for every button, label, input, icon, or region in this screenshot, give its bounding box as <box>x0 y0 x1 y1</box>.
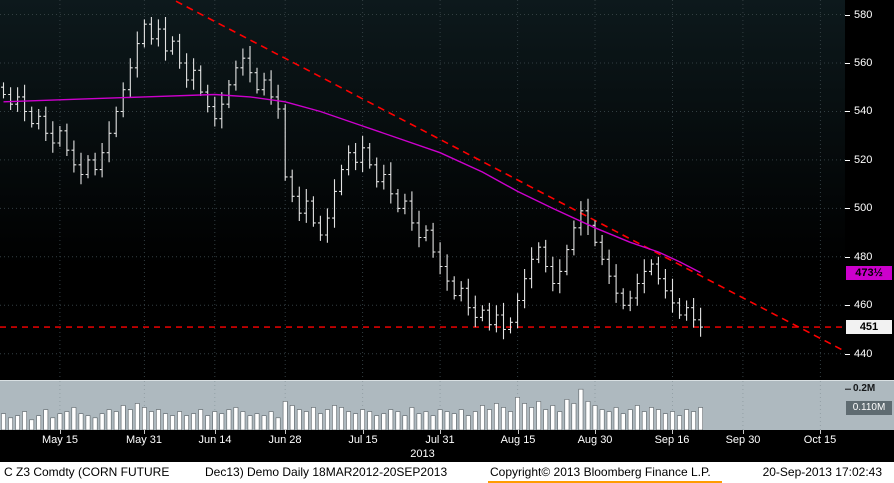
date-tick-mark <box>144 430 145 434</box>
date-tick-mark <box>743 430 744 434</box>
date-tick-label: Aug 30 <box>577 434 613 446</box>
price-tick-label: 480 <box>854 251 873 263</box>
price-axis: 580 560 540 520 500 480 460 440 <box>845 0 894 380</box>
date-tick-label: May 15 <box>41 434 79 446</box>
price-tick-mark <box>845 160 850 161</box>
date-tick-mark <box>285 430 286 434</box>
volume-panel[interactable]: 0.2M 0.110M <box>0 380 894 430</box>
price-tick-label: 440 <box>854 348 873 360</box>
date-tick-mark <box>672 430 673 434</box>
price-tick-mark <box>845 111 850 112</box>
date-tick-mark <box>60 430 61 434</box>
date-axis: May 15 May 31 Jun 14 Jun 28 Jul 15 Jul 31 Aug … <box>0 430 894 462</box>
price-tick-label: 500 <box>854 202 873 214</box>
date-tick-label: Jul 15 <box>348 434 378 446</box>
date-tick-mark <box>363 430 364 434</box>
ohlc-chart[interactable] <box>0 0 845 380</box>
date-tick-label: Jun 14 <box>198 434 232 446</box>
price-tick-label: 560 <box>854 57 873 69</box>
price-tick-label: 520 <box>854 154 873 166</box>
price-chart-panel[interactable]: 580 560 540 520 500 480 460 440 473½ 451 <box>0 0 894 380</box>
copyright-label: Copyright© 2013 Bloomberg Finance L.P. <box>490 465 711 479</box>
highlight-underline <box>488 481 722 483</box>
date-tick-label: Jul 31 <box>425 434 455 446</box>
datetime-label: 20-Sep-2013 17:02:43 <box>762 465 882 479</box>
price-tick-mark <box>845 63 850 64</box>
price-tick-mark <box>845 305 850 306</box>
contract-period-label: Dec13) Demo Daily 18MAR2012-20SEP2013 <box>205 465 448 479</box>
date-tick-label: Sep 30 <box>725 434 761 446</box>
date-tick-label: Oct 15 <box>803 434 837 446</box>
price-tick-label: 540 <box>854 105 873 117</box>
price-tick-mark <box>845 208 850 209</box>
date-tick-mark <box>215 430 216 434</box>
year-label: 2013 <box>410 448 435 460</box>
moving-average-price-badge: 473½ <box>846 266 892 280</box>
date-tick-mark <box>595 430 596 434</box>
price-tick-mark <box>845 15 850 16</box>
price-tick-label: 460 <box>854 299 873 311</box>
volume-last-badge: 0.110M <box>846 401 892 415</box>
status-bar: C Z3 Comdty (CORN FUTURE Dec13) Demo Dai… <box>0 462 894 483</box>
price-tick-mark <box>845 354 850 355</box>
date-tick-label: May 31 <box>125 434 163 446</box>
date-tick-label: Jun 28 <box>268 434 302 446</box>
date-tick-mark <box>518 430 519 434</box>
price-tick-mark <box>845 257 850 258</box>
price-tick-label: 580 <box>854 9 873 21</box>
instrument-label: C Z3 Comdty (CORN FUTURE <box>4 465 170 479</box>
last-price-badge: 451 <box>846 320 892 334</box>
date-tick-mark <box>440 430 441 434</box>
date-tick-label: Aug 15 <box>500 434 536 446</box>
volume-bars-chart[interactable] <box>0 381 894 430</box>
date-tick-label: Sep 16 <box>654 434 690 446</box>
date-tick-mark <box>820 430 821 434</box>
volume-axis-tick-label: 0.2M <box>853 383 876 394</box>
